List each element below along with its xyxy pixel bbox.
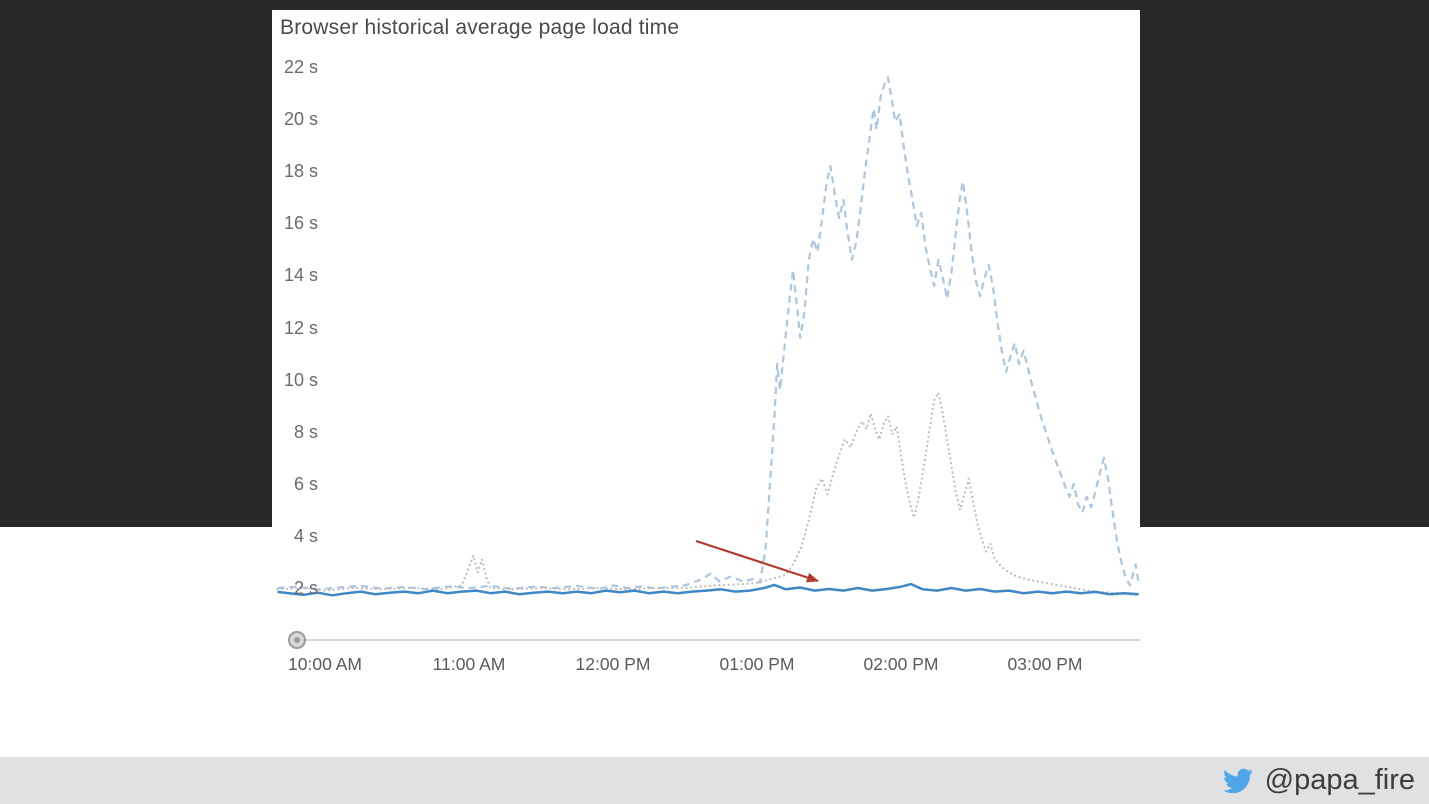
- y-tick-label: 14 s: [283, 265, 318, 286]
- twitter-icon: [1220, 766, 1256, 796]
- x-tick-label: 12:00 PM: [575, 654, 651, 674]
- y-axis-labels: 22 s 20 s 18 s 16 s 14 s 12 s 10 s 8 s 6 s 4 s 2 s: [272, 10, 322, 736]
- twitter-icon-path: [1222, 768, 1253, 793]
- y-tick-label: 6 s: [293, 473, 318, 494]
- time-scrubber-handle-dot: [294, 637, 300, 643]
- footer-bar: @papa_fire: [0, 757, 1429, 804]
- twitter-handle: @papa_fire: [1264, 764, 1415, 796]
- y-tick-label: 20 s: [283, 109, 318, 130]
- y-tick-label: 16 s: [283, 213, 318, 234]
- y-tick-label: 4 s: [293, 525, 318, 546]
- chart-title: Browser historical average page load tim…: [280, 16, 680, 39]
- y-tick-label: 2 s: [293, 578, 318, 598]
- x-tick-label: 03:00 PM: [1007, 654, 1083, 674]
- x-axis-labels: 10:00 AM 11:00 AM 12:00 PM 01:00 PM 02:00 PM…: [272, 10, 1140, 736]
- y-tick-label: 22 s: [283, 57, 318, 77]
- chart-plot: [276, 76, 1140, 649]
- x-tick-label: 11:00 AM: [432, 654, 506, 674]
- series-spike-dashed: [277, 76, 1140, 591]
- y-tick-label: 10 s: [283, 369, 318, 390]
- y-tick-label: 12 s: [283, 317, 318, 338]
- series-flat-solid: [277, 582, 1139, 597]
- y-tick-label: 8 s: [293, 421, 318, 442]
- x-tick-label: 10:00 AM: [288, 654, 362, 674]
- y-tick-label: 18 s: [283, 161, 318, 182]
- series-middle-dotted: [276, 391, 1140, 597]
- chart-panel: Browser historical average page load tim…: [272, 10, 1140, 736]
- x-tick-label: 01:00 PM: [719, 654, 795, 674]
- x-tick-label: 02:00 PM: [863, 654, 939, 674]
- annotation-arrow: [695, 539, 819, 583]
